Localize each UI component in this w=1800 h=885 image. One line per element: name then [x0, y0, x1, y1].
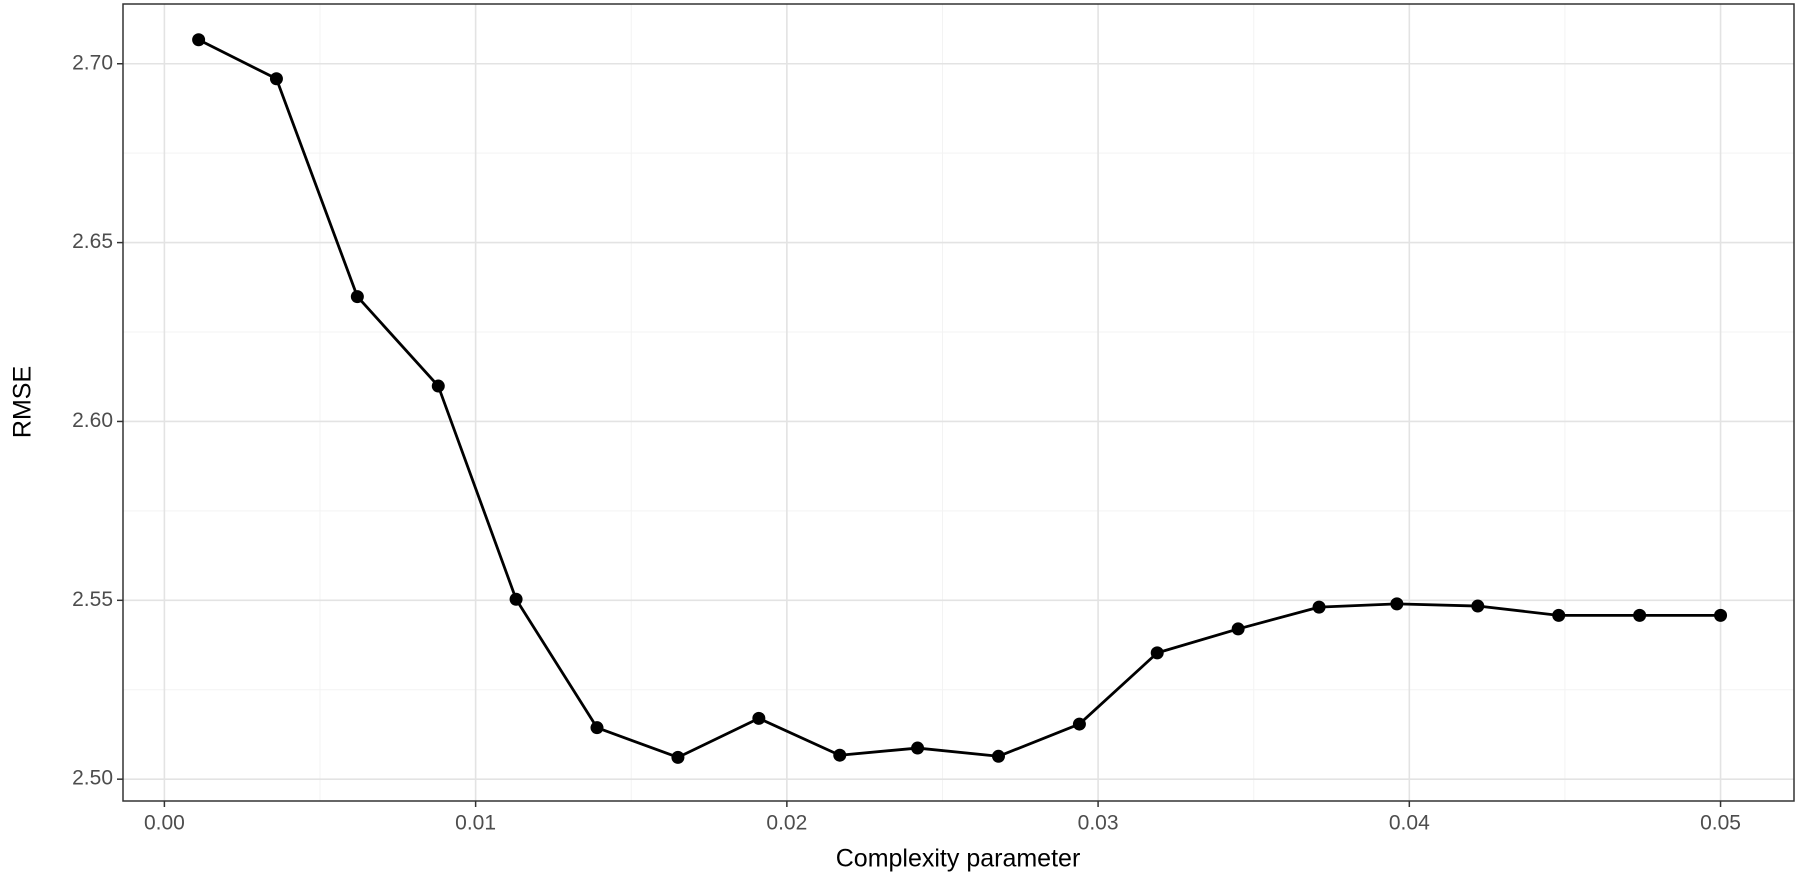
y-tick-label: 2.50 — [72, 767, 113, 790]
point — [509, 592, 523, 606]
point — [1072, 717, 1086, 731]
point — [833, 748, 847, 762]
x-tick-label: 0.01 — [455, 812, 496, 835]
x-tick-label: 0.05 — [1700, 812, 1741, 835]
point — [1633, 608, 1647, 622]
x-axis-title: Complexity parameter — [836, 845, 1081, 873]
point — [671, 750, 685, 764]
point — [1471, 599, 1485, 613]
line — [198, 38, 1721, 759]
point — [1390, 597, 1404, 611]
point — [1312, 600, 1326, 614]
point — [192, 33, 206, 47]
panel-border — [122, 3, 1795, 802]
grid — [123, 4, 1794, 801]
point — [1714, 608, 1728, 622]
y-tick-label: 2.65 — [72, 230, 113, 253]
point — [590, 721, 604, 735]
x-tick-label: 0.04 — [1389, 812, 1430, 835]
point — [269, 72, 283, 86]
point — [1231, 622, 1245, 636]
x-tick-label: 0.02 — [766, 812, 807, 835]
y-tick-label: 2.60 — [72, 409, 113, 432]
point — [911, 741, 925, 755]
y-tick-label: 2.70 — [72, 51, 113, 74]
x-tick-label: 0.00 — [144, 812, 185, 835]
y-tick-label: 2.55 — [72, 588, 113, 611]
y-axis-title: RMSE — [9, 366, 37, 438]
point — [752, 711, 766, 725]
point — [991, 749, 1005, 763]
point — [431, 379, 445, 393]
x-tick-label: 0.03 — [1078, 812, 1119, 835]
point — [1150, 646, 1164, 660]
plot-marks — [192, 33, 1728, 764]
point — [1552, 608, 1566, 622]
point — [350, 290, 364, 304]
